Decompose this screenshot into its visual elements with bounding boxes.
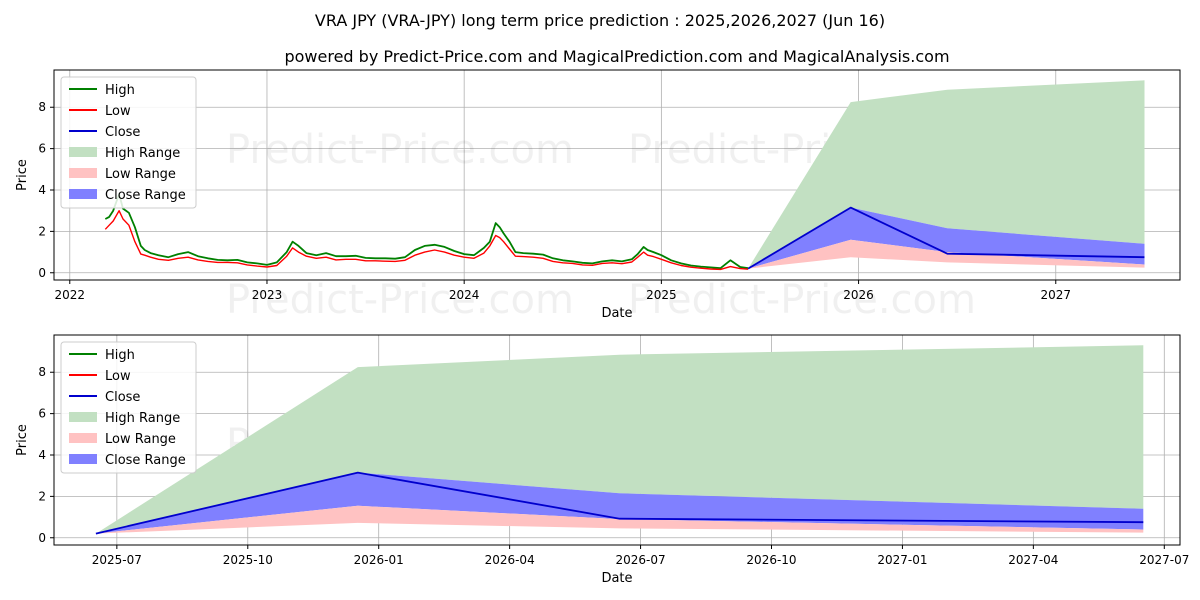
chart-title: VRA JPY (VRA-JPY) long term price predic… (315, 11, 885, 30)
y-axis-label: Price (15, 424, 30, 456)
legend-label: Close (105, 390, 140, 405)
x-tick-label: 2027-01 (877, 553, 927, 567)
y-tick-label: 2 (38, 489, 46, 503)
legend-patch-swatch (69, 168, 97, 178)
legend-label: Low (105, 369, 131, 384)
legend: High Low Close High Range Low Range Close Ran… (60, 341, 197, 474)
y-tick-label: 8 (38, 365, 46, 379)
legend-patch-swatch (69, 412, 97, 422)
legend-patch-swatch (69, 189, 97, 199)
x-tick-label: 2026 (843, 288, 874, 302)
plot-area (104, 80, 1145, 271)
x-tick-label: 2025 (646, 288, 677, 302)
y-tick-label: 8 (38, 100, 46, 114)
axes-frame (53, 69, 1181, 281)
x-axis-label: Date (601, 571, 632, 586)
x-tick-label: 2025-07 (92, 553, 142, 567)
watermark-text: Predict-Price.com (226, 127, 574, 173)
close-forecast-line (95, 471, 1144, 535)
legend-label: High (105, 348, 135, 363)
close-range-band (748, 207, 1145, 269)
low-price-line (104, 209, 749, 271)
legend: High Low Close High Range Low Range Close Ran… (60, 76, 197, 209)
y-tick-label: 0 (38, 531, 46, 545)
plot-area (95, 345, 1144, 535)
legend-patch-swatch (69, 433, 97, 443)
legend-patch-swatch (69, 454, 97, 464)
legend-label: High (105, 83, 135, 98)
x-tick-label: 2022 (55, 288, 86, 302)
y-axis-label: Price (15, 159, 30, 191)
y-tick-label: 4 (38, 183, 46, 197)
bottom-chart-panel: Predict-Price.comPredict-Price.com2025-0… (15, 334, 1189, 586)
x-tick-label: 2027-04 (1008, 553, 1058, 567)
chart-subtitle: powered by Predict-Price.com and Magical… (284, 47, 949, 66)
y-tick-label: 4 (38, 448, 46, 462)
high-range-band (748, 80, 1145, 269)
y-tick-label: 0 (38, 266, 46, 280)
x-tick-label: 2023 (252, 288, 283, 302)
legend-label: High Range (105, 146, 180, 161)
x-tick-label: 2026-04 (485, 553, 535, 567)
x-tick-label: 2024 (449, 288, 480, 302)
close-range-band (95, 472, 1144, 534)
x-axis-label: Date (601, 306, 632, 321)
legend-label: High Range (105, 411, 180, 426)
x-tick-label: 2027-07 (1139, 553, 1189, 567)
x-tick-label: 2026-10 (746, 553, 796, 567)
legend-patch-swatch (69, 147, 97, 157)
high-price-line (104, 193, 749, 270)
x-tick-label: 2026-01 (354, 553, 404, 567)
legend-label: Close Range (105, 188, 186, 203)
legend-label: Close Range (105, 453, 186, 468)
legend-label: Low Range (105, 167, 176, 182)
x-tick-label: 2026-07 (615, 553, 665, 567)
axes-frame (53, 334, 1181, 546)
watermark-text: Predict-Price.com (226, 277, 574, 323)
y-tick-label: 6 (38, 407, 46, 421)
watermark-text: Predict-Price.com (628, 277, 976, 323)
high-range-band (95, 345, 1144, 534)
close-forecast-line (747, 206, 1145, 270)
y-tick-label: 6 (38, 142, 46, 156)
legend-label: Low (105, 104, 131, 119)
top-chart-panel: Predict-Price.com Predict-Price.com Predic… (15, 69, 1181, 323)
legend-label: Close (105, 125, 140, 140)
x-tick-label: 2025-10 (223, 553, 273, 567)
low-range-band (95, 505, 1144, 534)
legend-label: Low Range (105, 432, 176, 447)
x-tick-label: 2027 (1040, 288, 1071, 302)
y-tick-label: 2 (38, 224, 46, 238)
